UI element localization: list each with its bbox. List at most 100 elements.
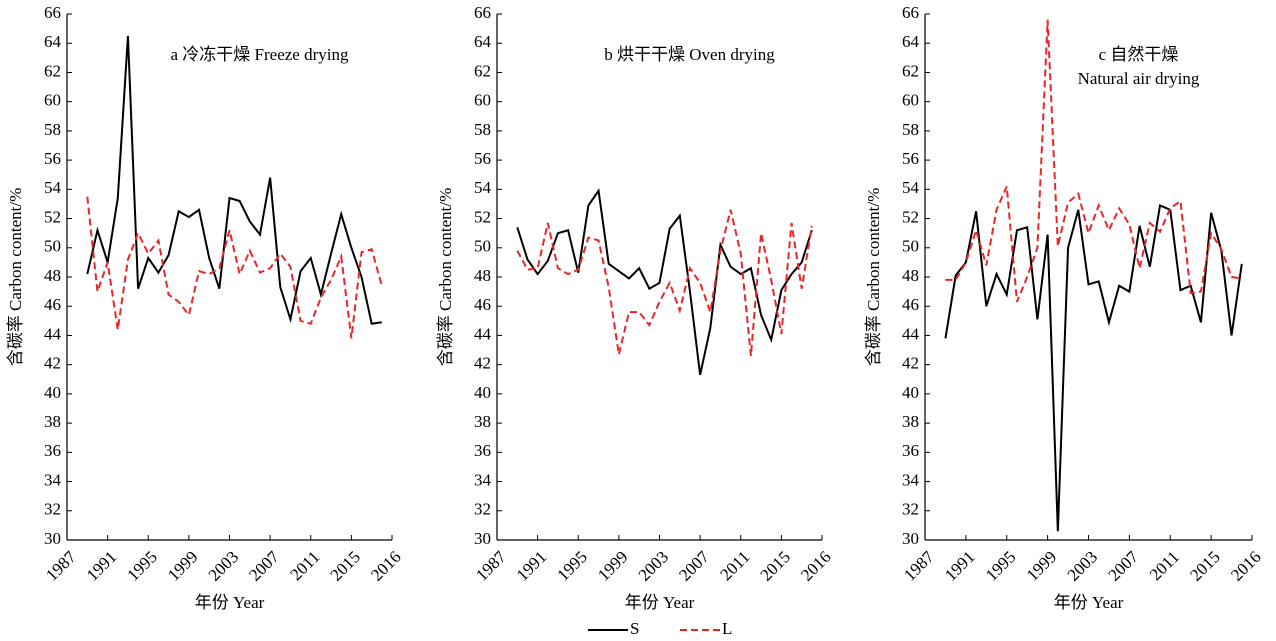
y-tick-label: 46 — [44, 295, 61, 314]
y-tick-label: 54 — [902, 178, 920, 197]
series-line — [516, 188, 813, 376]
series-line — [945, 19, 1242, 303]
y-tick-label: 34 — [474, 470, 492, 489]
y-tick-label: 54 — [44, 178, 62, 197]
y-tick-label: 64 — [902, 32, 920, 51]
legend-label: L — [722, 619, 732, 638]
x-tick-label: 1991 — [83, 547, 120, 584]
x-tick-label: 2007 — [675, 547, 713, 585]
y-tick-label: 44 — [44, 324, 62, 343]
y-tick-label: 66 — [474, 3, 491, 22]
y-tick-label: 44 — [474, 324, 492, 343]
x-tick-label: 1995 — [553, 547, 590, 584]
y-tick-label: 58 — [902, 120, 919, 139]
y-tick-label: 56 — [902, 149, 919, 168]
series-line — [86, 35, 382, 325]
y-tick-label: 42 — [902, 354, 919, 373]
legend-label: S — [630, 619, 639, 638]
y-tick-label: 36 — [44, 441, 61, 460]
y-tick-label: 50 — [474, 237, 491, 256]
x-tick-label: 2015 — [327, 547, 364, 584]
x-tick-label: 2015 — [1186, 547, 1223, 584]
x-tick-label: 2016 — [797, 547, 834, 584]
y-tick-label: 62 — [902, 61, 919, 80]
y-tick-label: 58 — [474, 120, 491, 139]
x-tick-label: 1987 — [900, 547, 938, 585]
x-tick-label: 1999 — [164, 547, 201, 584]
x-tick-label: 1991 — [941, 547, 978, 584]
y-tick-label: 60 — [44, 91, 61, 110]
x-tick-label: 2016 — [1227, 547, 1264, 584]
x-tick-label: 2003 — [205, 547, 242, 584]
y-tick-label: 40 — [44, 383, 61, 402]
y-tick-label: 34 — [902, 470, 920, 489]
series-line — [516, 209, 813, 356]
y-tick-label: 60 — [474, 91, 491, 110]
chart-title: Natural air drying — [1078, 69, 1200, 88]
y-tick-label: 48 — [44, 266, 61, 285]
y-tick-label: 42 — [44, 354, 61, 373]
x-axis-label: 年份 Year — [625, 593, 695, 612]
y-tick-label: 30 — [902, 529, 919, 548]
x-tick-label: 1999 — [1023, 547, 1060, 584]
y-tick-label: 30 — [44, 529, 61, 548]
y-tick-label: 50 — [902, 237, 919, 256]
y-axis-label: 含碳率 Carbon content/% — [6, 188, 25, 366]
y-tick-label: 32 — [44, 500, 61, 519]
y-tick-label: 64 — [474, 32, 492, 51]
y-tick-label: 40 — [902, 383, 919, 402]
y-tick-label: 32 — [902, 500, 919, 519]
chart-title: c 自然干燥 — [1099, 45, 1179, 64]
y-tick-label: 44 — [902, 324, 920, 343]
y-tick-label: 56 — [44, 149, 61, 168]
y-tick-label: 38 — [44, 412, 61, 431]
y-tick-label: 58 — [44, 120, 61, 139]
y-tick-label: 52 — [474, 207, 491, 226]
y-tick-label: 48 — [902, 266, 919, 285]
series-line — [86, 196, 383, 339]
y-axis-label: 含碳率 Carbon content/% — [436, 188, 455, 366]
chart-title: a 冷冻干燥 Freeze drying — [171, 45, 349, 64]
y-tick-label: 46 — [902, 295, 919, 314]
x-axis-label: 年份 Year — [1054, 593, 1124, 612]
x-tick-label: 2015 — [757, 547, 794, 584]
y-tick-label: 66 — [44, 3, 61, 22]
x-tick-label: 2011 — [716, 547, 753, 584]
x-tick-label: 1999 — [594, 547, 631, 584]
y-tick-label: 62 — [474, 61, 491, 80]
y-tick-label: 36 — [474, 441, 491, 460]
series-line — [944, 203, 1243, 532]
y-tick-label: 50 — [44, 237, 61, 256]
y-tick-label: 56 — [474, 149, 491, 168]
x-tick-label: 2011 — [286, 547, 323, 584]
x-tick-label: 2007 — [1105, 547, 1143, 585]
x-tick-label: 1995 — [982, 547, 1019, 584]
x-tick-label: 2016 — [367, 547, 404, 584]
y-tick-label: 52 — [44, 207, 61, 226]
x-tick-label: 2007 — [245, 547, 283, 585]
chart-title: b 烘干干燥 Oven drying — [604, 45, 775, 64]
y-tick-label: 42 — [474, 354, 491, 373]
y-tick-label: 46 — [474, 295, 491, 314]
y-tick-label: 48 — [474, 266, 491, 285]
x-tick-label: 2003 — [635, 547, 672, 584]
y-tick-label: 64 — [44, 32, 62, 51]
x-axis-label: 年份 Year — [195, 593, 265, 612]
y-tick-label: 60 — [902, 91, 919, 110]
y-tick-label: 66 — [902, 3, 919, 22]
y-tick-label: 40 — [474, 383, 491, 402]
y-tick-label: 38 — [474, 412, 491, 431]
y-tick-label: 32 — [474, 500, 491, 519]
y-tick-label: 30 — [474, 529, 491, 548]
x-tick-label: 1987 — [42, 547, 80, 585]
y-tick-label: 38 — [902, 412, 919, 431]
y-tick-label: 52 — [902, 207, 919, 226]
x-tick-label: 1987 — [472, 547, 510, 585]
y-axis-label: 含碳率 Carbon content/% — [864, 188, 883, 366]
x-tick-label: 1991 — [513, 547, 550, 584]
y-tick-label: 34 — [44, 470, 62, 489]
x-tick-label: 2003 — [1064, 547, 1101, 584]
y-tick-label: 54 — [474, 178, 492, 197]
y-tick-label: 62 — [44, 61, 61, 80]
